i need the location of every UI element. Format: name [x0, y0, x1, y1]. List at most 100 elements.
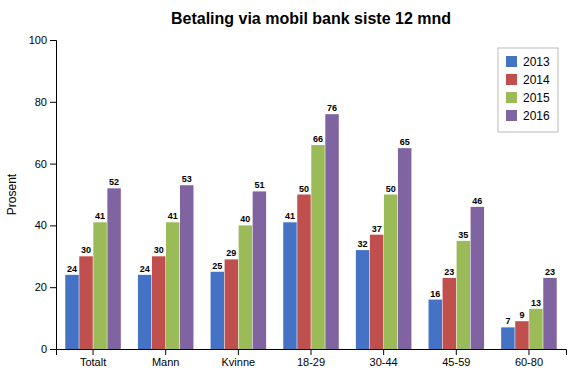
tick: 45-59	[442, 349, 470, 368]
bar	[79, 256, 92, 349]
tick-label: Mann	[152, 356, 180, 368]
bar	[225, 259, 238, 349]
tick-label: 30-44	[370, 356, 398, 368]
data-labels: 2424254132167303029503723941414066503513…	[67, 103, 555, 326]
legend-swatch	[506, 56, 517, 67]
legend-swatch	[506, 74, 517, 85]
legend-label: 2016	[523, 109, 550, 123]
tick: Kvinne	[222, 349, 256, 368]
tick-label: Kvinne	[222, 356, 256, 368]
tick: 0	[41, 343, 56, 355]
bars	[65, 114, 556, 349]
data-label: 30	[154, 245, 164, 255]
bar	[429, 300, 442, 349]
axis-line	[50, 41, 57, 350]
bar	[107, 188, 120, 349]
tick-mark	[165, 349, 166, 355]
bar	[370, 235, 383, 349]
bar	[297, 195, 310, 350]
legend-item: 2015	[506, 91, 550, 105]
tick: Totalt	[80, 349, 106, 368]
tick-label: Totalt	[80, 356, 106, 368]
data-label: 41	[168, 211, 178, 221]
series	[93, 145, 542, 349]
data-label: 25	[212, 261, 222, 271]
data-label: 29	[226, 248, 236, 258]
tick: 30-44	[370, 349, 398, 368]
tick: 18-29	[297, 349, 325, 368]
bar	[325, 114, 338, 349]
data-label: 13	[531, 298, 541, 308]
tick: 80	[35, 96, 56, 108]
tick-mark	[50, 287, 56, 288]
chart: 0 20 40 60 80 100 Totalt Mann Kvinne 18-29 30-44 45…	[0, 0, 580, 379]
tick-mark	[50, 225, 56, 226]
bar	[253, 191, 266, 349]
data-label: 7	[505, 316, 510, 326]
data-label: 23	[545, 267, 555, 277]
tick: 40	[35, 219, 56, 231]
bar	[529, 309, 542, 349]
data-label: 23	[444, 267, 454, 277]
tick-label: 100	[29, 34, 47, 46]
series	[79, 195, 528, 350]
title: Betaling via mobil bank siste 12 mnd	[171, 10, 451, 27]
tick: 100	[29, 34, 56, 46]
data-label: 16	[430, 289, 440, 299]
tick-mark	[50, 349, 56, 350]
tick-label: 20	[35, 281, 47, 293]
data-label: 65	[400, 137, 410, 147]
legend-label: 2013	[523, 55, 550, 69]
legend-item: 2014	[506, 73, 550, 87]
bar	[501, 327, 514, 349]
data-label: 51	[254, 180, 264, 190]
bar	[211, 272, 224, 349]
tick-mark	[50, 102, 56, 103]
bar	[457, 241, 470, 349]
bar	[239, 225, 252, 349]
data-label: 50	[386, 184, 396, 194]
tick-label: 40	[35, 219, 47, 231]
legend-item: 2016	[506, 109, 550, 123]
bar	[543, 278, 556, 349]
tick-mark	[50, 40, 56, 41]
legend-frame	[498, 48, 558, 132]
tick-mark	[311, 349, 312, 355]
tick-label: 0	[41, 343, 47, 355]
data-label: 46	[472, 196, 482, 206]
data-label: 41	[285, 211, 295, 221]
data-label: 53	[182, 174, 192, 184]
data-label: 76	[327, 103, 337, 113]
legend: 2013 2014 2015 2016	[498, 48, 558, 132]
bar	[443, 278, 456, 349]
legend-label: 2014	[523, 73, 550, 87]
tick-label: 45-59	[442, 356, 470, 368]
bar	[384, 195, 397, 350]
tick-mark	[238, 349, 239, 355]
tick: 60	[35, 158, 56, 170]
tick-mark	[528, 349, 529, 355]
bar	[166, 222, 179, 349]
data-label: 37	[372, 224, 382, 234]
bar	[180, 185, 193, 349]
data-label: 30	[81, 245, 91, 255]
bar	[65, 275, 78, 349]
plot-area: 0 20 40 60 80 100 Totalt Mann Kvinne 18-29 30-44 45…	[29, 34, 567, 368]
y-axis: 0 20 40 60 80 100	[29, 34, 57, 355]
legend-label: 2015	[523, 91, 550, 105]
data-label: 24	[67, 264, 77, 274]
series	[107, 114, 556, 349]
data-label: 50	[299, 184, 309, 194]
tick-label: 60-80	[515, 356, 543, 368]
series	[65, 222, 514, 349]
axis-line	[57, 350, 567, 356]
tick-mark	[50, 164, 56, 165]
data-label: 32	[358, 239, 368, 249]
bar	[471, 207, 484, 349]
tick-label: 60	[35, 158, 47, 170]
tick-label: 80	[35, 96, 47, 108]
bar	[311, 145, 324, 349]
bar	[152, 256, 165, 349]
bar	[138, 275, 151, 349]
bar	[398, 148, 411, 349]
